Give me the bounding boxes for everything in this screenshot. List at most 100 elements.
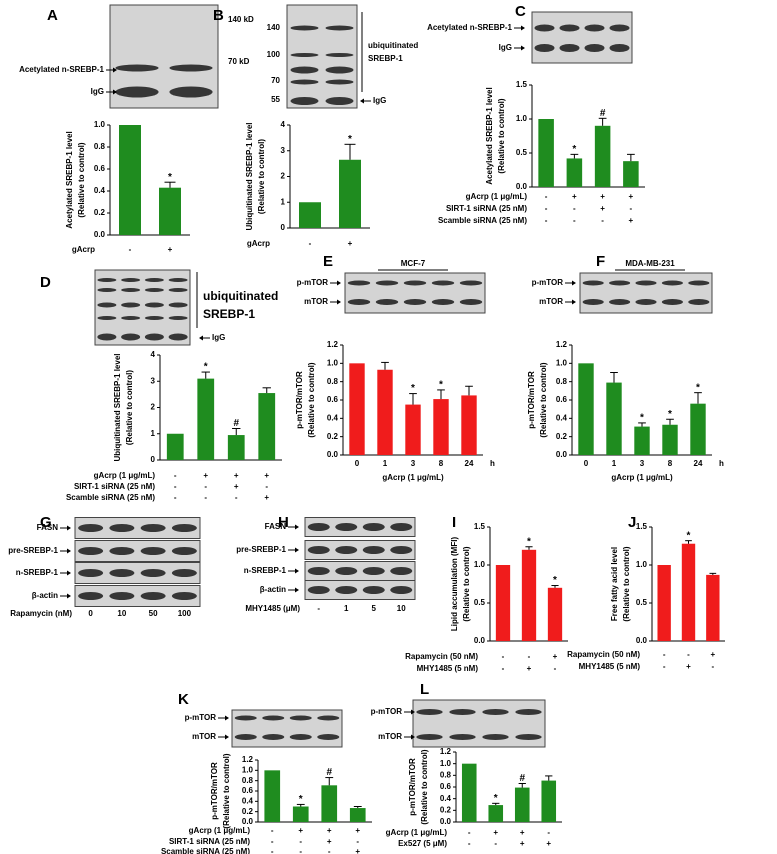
y-tick-label: 0.0 [474, 636, 486, 645]
blot-band [688, 299, 710, 305]
y-tick-label: 0.2 [242, 807, 254, 816]
arrow-head [225, 715, 229, 721]
condition-name: Ex527 (5 μM) [398, 839, 447, 848]
lane-label: 1 [344, 604, 349, 613]
condition-sign: - [601, 216, 604, 225]
bar [227, 435, 245, 460]
blot-band [582, 280, 604, 286]
blot-band [290, 97, 319, 105]
blot-band [609, 299, 631, 305]
x-tick-label: 1 [612, 459, 617, 468]
bar [578, 363, 594, 455]
blot-band [325, 25, 354, 31]
blot-band [289, 715, 312, 721]
y-tick-label: 1.0 [636, 560, 648, 569]
y-tick-label: 0.6 [556, 395, 568, 404]
blot-band [171, 547, 197, 555]
blot-label: β-actin [32, 591, 58, 600]
blot-band [109, 547, 135, 555]
x-tick-label: 24 [465, 459, 474, 468]
condition-sign: + [264, 493, 269, 502]
blot-band [534, 44, 555, 52]
blot-band [109, 592, 135, 600]
blot-label: p-mTOR [371, 707, 403, 716]
y-tick-label: 3 [281, 146, 286, 155]
blot-band [609, 280, 631, 286]
condition-sign: - [663, 662, 666, 671]
y-tick-label: 0.5 [636, 598, 648, 607]
condition-sign: + [527, 664, 532, 673]
bar [433, 399, 449, 455]
y-tick-label: 0.0 [516, 182, 528, 191]
bar [566, 158, 583, 187]
condition-sign: - [545, 216, 548, 225]
y-axis-label: p-mTOR/mTOR [210, 762, 219, 820]
condition-sign: - [129, 245, 132, 254]
y-tick-label: 0.4 [440, 794, 452, 803]
arrow-head [113, 89, 117, 95]
y-axis-label: p-mTOR/mTOR [527, 371, 536, 429]
lane-label: - [317, 604, 320, 613]
blot-band [144, 288, 164, 292]
y-axis-label: Free fatty acid level [610, 547, 619, 621]
x-unit: h [490, 459, 495, 468]
significance-marker: * [168, 172, 172, 183]
condition-sign: - [528, 652, 531, 661]
blot-band [459, 280, 483, 286]
bar [521, 549, 537, 641]
condition-sign: - [502, 652, 505, 661]
condition-sign: + [572, 192, 577, 201]
y-axis-label: p-mTOR/mTOR [408, 758, 417, 816]
y-tick-label: 1.2 [242, 755, 254, 764]
condition-sign: + [629, 192, 634, 201]
blot-band [307, 586, 330, 594]
y-tick-label: 2 [281, 172, 286, 181]
blot-label: SREBP-1 [368, 54, 403, 63]
blot-band [635, 280, 657, 286]
blot-band [171, 592, 197, 600]
blot-label: SREBP-1 [203, 307, 255, 321]
blot-band [307, 567, 330, 575]
y-tick-label: 4 [281, 120, 286, 129]
blot-band [109, 524, 135, 532]
bar [461, 395, 477, 455]
condition-sign: - [271, 847, 274, 854]
condition-sign: + [327, 837, 332, 846]
panel-letter: B [213, 7, 224, 24]
blot-band [140, 592, 166, 600]
x-tick-label: 8 [668, 459, 673, 468]
blot-band [290, 25, 319, 31]
blot-band [609, 24, 630, 32]
condition-sign: + [203, 471, 208, 480]
blot-band [515, 709, 542, 715]
blot-label: FASN [37, 523, 59, 532]
blot-band [390, 523, 413, 531]
condition-sign: + [629, 216, 634, 225]
y-axis-label: Ubiquitinated SREBP-1 level [245, 122, 254, 230]
blot [74, 562, 201, 584]
blot-band [584, 44, 605, 52]
y-tick-label: 0.2 [94, 208, 106, 217]
blot-band [403, 299, 427, 305]
panel-letter: D [40, 274, 51, 291]
condition-name: SIRT-1 siRNA (25 nM) [169, 837, 250, 846]
blot-band [362, 546, 385, 554]
blot-band [403, 280, 427, 286]
blot-band [97, 333, 117, 341]
blot [531, 11, 633, 64]
blot-band [347, 280, 371, 286]
y-tick-label: 1.0 [327, 358, 339, 367]
significance-marker: * [527, 536, 531, 547]
blot-band [78, 547, 104, 555]
blot-band [168, 333, 188, 341]
bar [119, 125, 141, 235]
blot-band [144, 316, 164, 320]
blot-label: 70 [271, 76, 280, 85]
bar [606, 382, 622, 455]
blot-label: Acetylated n-SREBP-1 [19, 65, 104, 74]
y-tick-label: 2 [151, 403, 156, 412]
arrow-head [295, 568, 299, 574]
blot-band [140, 547, 166, 555]
condition-sign: - [502, 664, 505, 673]
blot-band [325, 53, 354, 57]
